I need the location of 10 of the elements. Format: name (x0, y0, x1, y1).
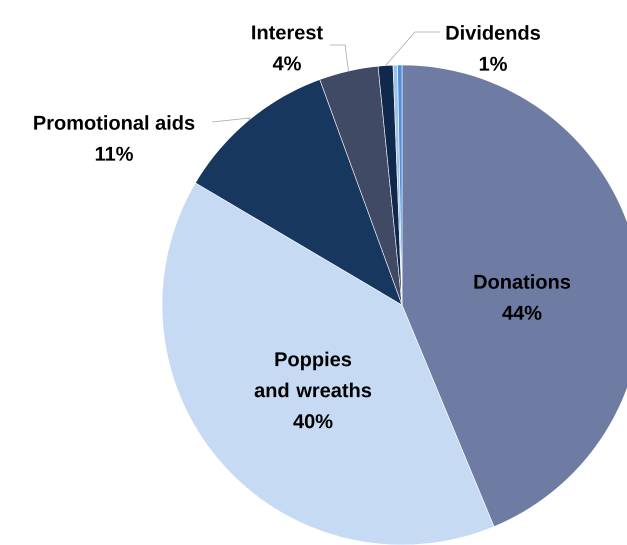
data-label: 1% (480, 56, 507, 71)
data-label: 4% (272, 56, 301, 70)
data-label: 11% (96, 146, 133, 161)
slice-label: Donations (474, 274, 570, 289)
slice-label: Poppies and wreaths (254, 352, 372, 398)
data-label: 40% (293, 414, 332, 428)
data-label: 44% (502, 306, 542, 320)
slice-label: Interest (252, 26, 323, 40)
slice-label: Promotional aids (34, 115, 194, 130)
slice-label: Dividends (446, 25, 540, 40)
